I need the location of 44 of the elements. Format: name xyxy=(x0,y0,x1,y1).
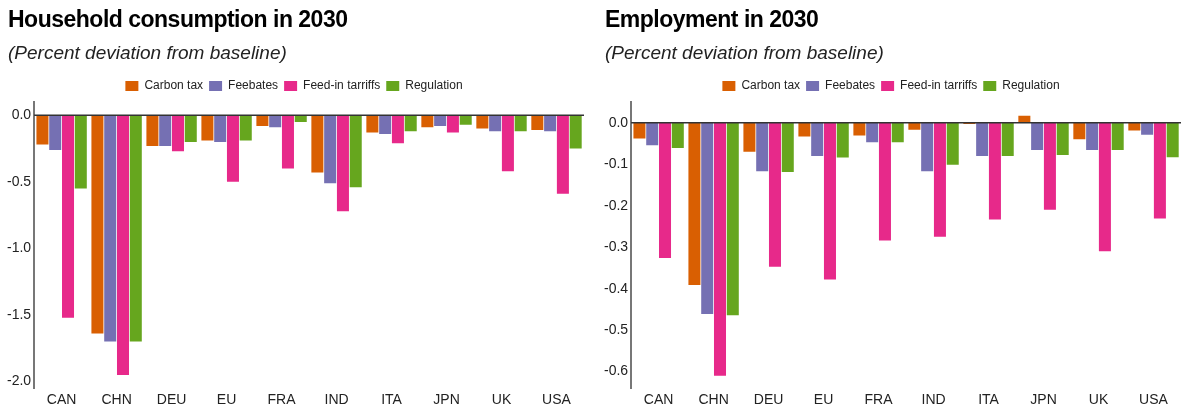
x-tick-label: JPN xyxy=(433,391,460,408)
x-tick-label: UK xyxy=(1088,391,1109,408)
x-tick-label: UK xyxy=(491,391,512,408)
x-tick-label: EU xyxy=(813,391,834,408)
y-tick-label: 0.0 xyxy=(608,113,629,130)
y-tick-label: -0.4 xyxy=(604,279,629,296)
x-tick-label: USA xyxy=(1139,391,1169,408)
x-tick-label: ITA xyxy=(381,391,403,408)
y-tick-label: -0.2 xyxy=(604,196,629,213)
x-tick-label: EU xyxy=(216,391,237,408)
y-tick-label: -1.5 xyxy=(7,305,32,322)
x-tick-label: CHN xyxy=(101,391,132,408)
legend-label: Regulation xyxy=(405,78,463,93)
x-tick-label: DEU xyxy=(753,391,784,408)
x-tick-label: JPN xyxy=(1030,391,1057,408)
x-tick-label: ITA xyxy=(978,391,1000,408)
y-tick-label: 0.0 xyxy=(11,106,32,123)
legend-label: Carbon tax xyxy=(144,78,204,93)
x-tick-label: DEU xyxy=(156,391,187,408)
legend-label: Regulation xyxy=(1002,78,1060,93)
x-tick-label: CHN xyxy=(698,391,729,408)
x-tick-label: IND xyxy=(324,391,349,408)
chart-subtitle: (Percent deviation from baseline) xyxy=(8,42,287,64)
x-tick-label: FRA xyxy=(864,391,894,408)
x-tick-label: CAN xyxy=(46,391,77,408)
chart-subtitle: (Percent deviation from baseline) xyxy=(605,42,884,64)
y-tick-label: -0.5 xyxy=(604,320,629,337)
x-tick-label: USA xyxy=(542,391,572,408)
y-tick-label: -1.0 xyxy=(7,239,32,256)
legend-label: Feed-in tarriffs xyxy=(303,78,381,93)
legend-label: Feebates xyxy=(228,78,279,93)
x-tick-label: CAN xyxy=(643,391,674,408)
x-tick-label: FRA xyxy=(267,391,297,408)
x-tick-label: IND xyxy=(921,391,946,408)
y-tick-label: -2.0 xyxy=(7,372,32,389)
legend-label: Feebates xyxy=(825,78,876,93)
chart-title: Employment in 2030 xyxy=(605,6,819,33)
y-tick-label: -0.6 xyxy=(604,362,629,379)
y-tick-label: -0.1 xyxy=(604,155,629,172)
chart-title: Household consumption in 2030 xyxy=(8,6,348,33)
y-tick-label: -0.5 xyxy=(7,172,32,189)
legend-label: Carbon tax xyxy=(741,78,801,93)
y-tick-label: -0.3 xyxy=(604,238,629,255)
legend-label: Feed-in tarriffs xyxy=(900,78,978,93)
